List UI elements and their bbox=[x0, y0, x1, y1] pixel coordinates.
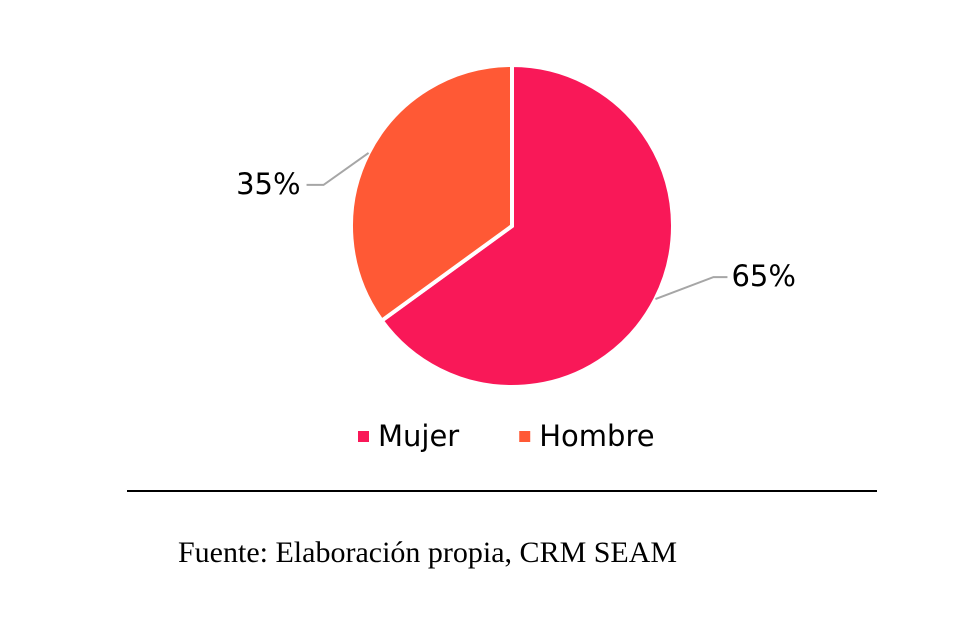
legend-swatch bbox=[358, 431, 369, 442]
legend-swatch bbox=[519, 431, 531, 442]
leader-line bbox=[306, 152, 370, 186]
pie-slice bbox=[349, 62, 514, 324]
legend-label: Hombre bbox=[539, 419, 654, 453]
source-note: Fuente: Elaboración propia, CRM SEAM bbox=[178, 536, 677, 569]
pie-slice bbox=[378, 62, 675, 389]
data-label: 35% bbox=[236, 167, 300, 201]
leader-line bbox=[655, 276, 728, 301]
data-label: 65% bbox=[731, 259, 795, 293]
legend-label: Mujer bbox=[378, 419, 459, 453]
